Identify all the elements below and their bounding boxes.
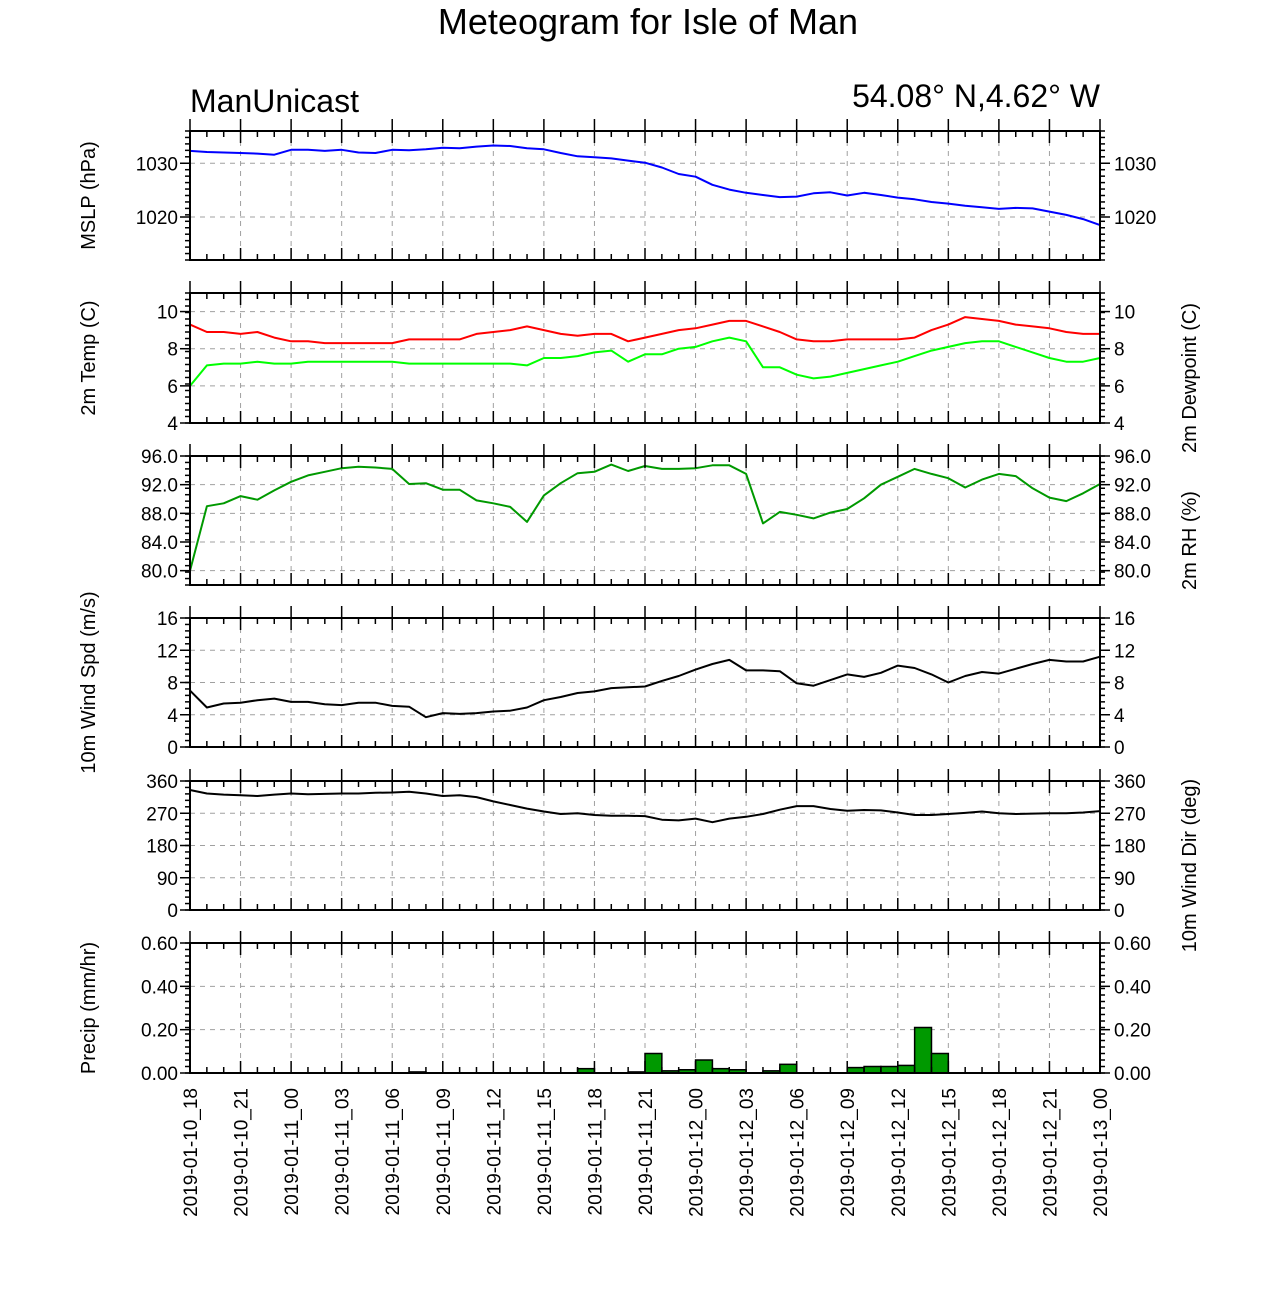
series-line-mslp	[189, 144, 1101, 227]
y-tick-label-left: 0	[167, 901, 178, 922]
y-tick-label-right: 84.0	[1114, 533, 1151, 554]
x-tick-label: 2019-01-12_15	[939, 1088, 960, 1217]
precip-bar	[930, 1052, 950, 1074]
y-tick-label-left: 1020	[136, 208, 178, 229]
precip-bar	[694, 1059, 714, 1074]
y-tick-label-left: 12	[157, 641, 178, 662]
y-tick-label-left: 8	[167, 674, 178, 695]
y-tick-label-left: 360	[146, 772, 178, 793]
x-tick-label: 2019-01-11_18	[585, 1088, 606, 1215]
y-tick-label-left: 0	[167, 738, 178, 759]
y-axis-label-left: 2m Temp (C)	[78, 300, 100, 415]
panel-rh: 80.0 80.0 84.0 84.0 88.0 88.0 92.0 92.0 96.0 96.0…	[141, 444, 1201, 590]
x-tick-label: 2019-01-11_21	[636, 1088, 657, 1215]
x-tick-label: 2019-01-10_21	[232, 1088, 253, 1217]
y-tick-label-right: 80.0	[1114, 562, 1151, 583]
precip-bar	[644, 1052, 663, 1074]
y-tick-label-right: 4	[1114, 414, 1125, 435]
x-tick-label: 2019-01-12_03	[737, 1088, 758, 1217]
y-tick-label-left: 0.40	[141, 977, 178, 998]
y-tick-label-left: 4	[167, 414, 178, 435]
y-tick-label-left: 0.00	[141, 1064, 178, 1085]
x-tick-label: 2019-01-11_09	[434, 1088, 455, 1215]
x-tick-label: 2019-01-12_18	[990, 1088, 1011, 1217]
y-tick-label-right: 0.20	[1114, 1021, 1151, 1042]
y-tick-label-right: 8	[1114, 674, 1125, 695]
panels-group: 1020 1020 1030 1030 MSLP (hPa) 4 4 6 6 8 8 10 10 2m T…	[78, 119, 1201, 1217]
y-tick-label-right: 0	[1114, 901, 1125, 922]
y-axis-label-right: 10m Wind Dir (deg)	[1179, 779, 1201, 952]
y-axis-label-right: 2m RH (%)	[1179, 491, 1201, 590]
y-tick-label-left: 88.0	[141, 504, 178, 525]
precip-bar	[897, 1064, 916, 1074]
y-tick-label-right: 0	[1114, 738, 1125, 759]
x-tick-label: 2019-01-11_06	[383, 1088, 404, 1215]
y-tick-label-right: 1030	[1114, 154, 1156, 175]
panel-precip: 0.00 0.00 0.20 0.20 0.40 0.40 0.60 0.60 Precip (…	[78, 931, 1151, 1085]
precip-bar	[913, 1026, 933, 1074]
panel-wdir: 0 0 90 90 180 180 270 270 360 360 10m Wind Dir (de…	[146, 769, 1201, 952]
y-tick-label-left: 90	[157, 869, 178, 890]
x-tick-label: 2019-01-11_15	[535, 1088, 556, 1215]
panel-temp: 4 4 6 6 8 8 10 10 2m Temp (C) 2m Dewpoint (C)	[78, 281, 1201, 453]
chart-title: Meteogram for Isle of Man	[438, 1, 858, 42]
y-tick-label-left: 96.0	[141, 447, 178, 468]
panel-wspd: 0 0 4 4 8 8 12 12 16 16 10m Wind Spd (m/s)	[78, 591, 1135, 773]
y-tick-label-right: 16	[1114, 609, 1135, 630]
series-line-wdir	[189, 789, 1101, 824]
x-tick-label: 2019-01-11_03	[333, 1088, 354, 1215]
y-tick-label-right: 0.40	[1114, 977, 1151, 998]
y-axis-label-left: 10m Wind Spd (m/s)	[78, 591, 100, 773]
y-tick-label-right: 360	[1114, 772, 1146, 793]
y-tick-label-left: 84.0	[141, 533, 178, 554]
y-axis-label-left: Precip (mm/hr)	[78, 942, 100, 1074]
series-line-wspd	[189, 655, 1101, 719]
y-tick-label-left: 16	[157, 609, 178, 630]
precip-bar	[779, 1063, 798, 1074]
y-tick-label-right: 92.0	[1114, 476, 1151, 497]
x-tick-label: 2019-01-12_00	[687, 1088, 708, 1217]
series-line-temp	[189, 316, 1100, 345]
y-tick-label-right: 270	[1114, 804, 1146, 825]
y-tick-label-left: 0.60	[141, 934, 178, 955]
y-tick-label-right: 4	[1114, 706, 1125, 727]
y-axis-label-right: 2m Dewpoint (C)	[1179, 303, 1201, 453]
y-tick-label-left: 80.0	[141, 562, 178, 583]
y-tick-label-left: 0.20	[141, 1021, 178, 1042]
y-tick-label-right: 1020	[1114, 208, 1156, 229]
y-tick-label-right: 96.0	[1114, 447, 1151, 468]
y-tick-label-left: 270	[146, 804, 178, 825]
y-tick-label-left: 1030	[136, 154, 178, 175]
y-tick-label-left: 4	[167, 706, 178, 727]
location-label: 54.08° N,4.62° W	[852, 78, 1101, 114]
y-tick-label-left: 92.0	[141, 476, 178, 497]
x-tick-label: 2019-01-12_12	[889, 1088, 910, 1217]
x-tick-label: 2019-01-13_00	[1091, 1088, 1112, 1217]
y-tick-label-left: 180	[146, 837, 178, 858]
x-tick-label: 2019-01-12_09	[838, 1088, 859, 1217]
y-tick-label-right: 180	[1114, 837, 1146, 858]
y-tick-label-right: 10	[1114, 303, 1135, 324]
y-axis-label-left: MSLP (hPa)	[78, 141, 100, 250]
x-tick-label: 2019-01-12_06	[788, 1088, 809, 1217]
series-line-temp	[189, 336, 1101, 387]
y-tick-label-right: 88.0	[1114, 504, 1151, 525]
x-tick-label: 2019-01-11_12	[484, 1088, 505, 1215]
y-tick-label-right: 6	[1114, 377, 1125, 398]
y-tick-label-right: 0.60	[1114, 934, 1151, 955]
panel-mslp: 1020 1020 1030 1030 MSLP (hPa)	[78, 119, 1156, 261]
x-tick-label: 2019-01-10_18	[181, 1088, 202, 1217]
y-tick-label-left: 6	[167, 377, 178, 398]
y-tick-label-right: 0.00	[1114, 1064, 1151, 1085]
y-tick-label-right: 90	[1114, 869, 1135, 890]
y-tick-label-right: 12	[1114, 641, 1135, 662]
y-tick-label-right: 8	[1114, 340, 1125, 361]
y-tick-label-left: 8	[167, 340, 178, 361]
x-tick-label: 2019-01-11_00	[282, 1088, 303, 1215]
y-tick-label-left: 10	[157, 303, 178, 324]
model-label: ManUnicast	[190, 83, 359, 119]
x-tick-label: 2019-01-12_21	[1040, 1088, 1061, 1217]
